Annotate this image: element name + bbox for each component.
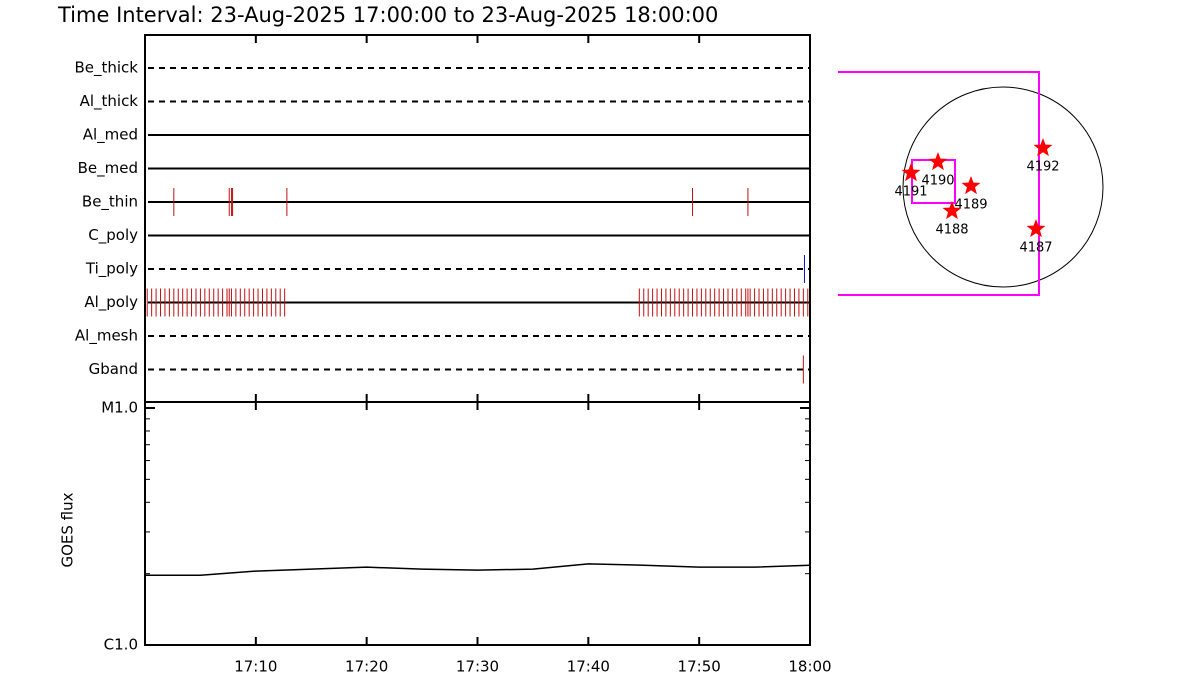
region-star xyxy=(1026,219,1046,238)
row-label: Gband xyxy=(89,360,138,378)
x-tick-label: 17:10 xyxy=(234,658,277,676)
region-label: 4192 xyxy=(1026,160,1059,175)
y-axis-label: GOES flux xyxy=(59,492,77,567)
timeline-frame xyxy=(144,34,811,403)
region-label: 4191 xyxy=(894,185,927,200)
solar-disk xyxy=(902,86,1104,288)
row-label: Al_med xyxy=(83,126,138,145)
x-tick-label: 17:20 xyxy=(345,658,388,676)
row-label: Al_mesh xyxy=(75,327,138,346)
x-tick-label: 17:30 xyxy=(456,658,499,676)
region-star xyxy=(928,152,948,171)
goes-line xyxy=(145,563,811,576)
region-label: 4190 xyxy=(921,174,954,189)
row-label: Be_thin xyxy=(82,193,138,212)
region-label: 4189 xyxy=(954,198,987,213)
x-tick-label: 18:00 xyxy=(788,658,831,676)
row-label: Al_poly xyxy=(84,293,138,312)
row-label: Be_med xyxy=(78,159,138,178)
region-label: 4188 xyxy=(935,223,968,238)
goes-frame xyxy=(144,401,811,646)
chart-title: Time Interval: 23-Aug-2025 17:00:00 to 2… xyxy=(57,3,718,27)
x-tick-label: 17:50 xyxy=(678,658,721,676)
y-tick-label: C1.0 xyxy=(104,636,138,654)
fov-box xyxy=(838,71,1040,296)
x-tick-label: 17:40 xyxy=(567,658,610,676)
region-star xyxy=(942,201,962,220)
row-label: C_poly xyxy=(88,226,138,245)
row-label: Be_thick xyxy=(74,59,138,78)
row-label: Ti_poly xyxy=(85,260,138,279)
region-star xyxy=(961,176,981,195)
region-star xyxy=(901,163,921,182)
region-label: 4187 xyxy=(1019,241,1052,256)
row-label: Al_thick xyxy=(80,92,139,111)
y-tick-label: M1.0 xyxy=(101,399,138,417)
region-star xyxy=(1033,138,1053,157)
